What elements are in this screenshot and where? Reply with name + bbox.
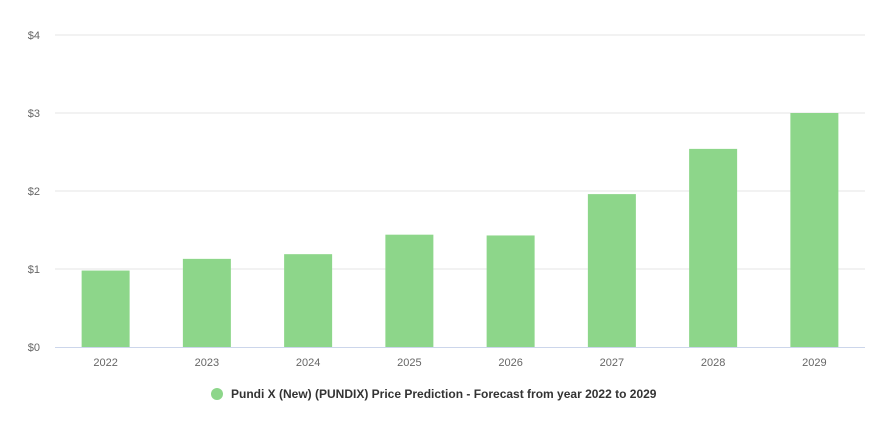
- y-tick-label: $4: [28, 30, 40, 42]
- legend-marker-icon: [211, 388, 223, 400]
- y-tick-label: $1: [28, 264, 40, 276]
- x-tick-label: 2025: [397, 357, 421, 369]
- x-tick-label: 2022: [93, 357, 117, 369]
- x-tick-label: 2024: [296, 357, 320, 369]
- y-tick-label: $3: [28, 108, 40, 120]
- x-tick-label: 2028: [701, 357, 725, 369]
- x-tick-label: 2029: [802, 357, 826, 369]
- bars: [81, 113, 839, 347]
- legend-label: Pundi X (New) (PUNDIX) Price Prediction …: [231, 387, 657, 401]
- y-tick-label: $0: [28, 342, 40, 354]
- y-tick-label: $2: [28, 186, 40, 198]
- legend[interactable]: Pundi X (New) (PUNDIX) Price Prediction …: [211, 387, 657, 401]
- bar-2027[interactable]: [587, 194, 636, 347]
- x-tick-label: 2027: [600, 357, 624, 369]
- grid-lines: [55, 34, 865, 270]
- bar-2022[interactable]: [81, 270, 130, 347]
- bar-2028[interactable]: [689, 148, 738, 347]
- bar-2024[interactable]: [284, 254, 333, 347]
- bar-2029[interactable]: [790, 113, 839, 347]
- x-axis-ticks: 2022 2023 2024 2025 2026 2027 2028 2029: [93, 357, 826, 369]
- y-axis-ticks: $0 $1 $2 $3 $4: [28, 30, 40, 354]
- bar-2026[interactable]: [486, 235, 535, 347]
- x-tick-label: 2023: [195, 357, 219, 369]
- x-tick-label: 2026: [498, 357, 522, 369]
- bar-2023[interactable]: [182, 258, 231, 347]
- bar-2025[interactable]: [385, 234, 434, 347]
